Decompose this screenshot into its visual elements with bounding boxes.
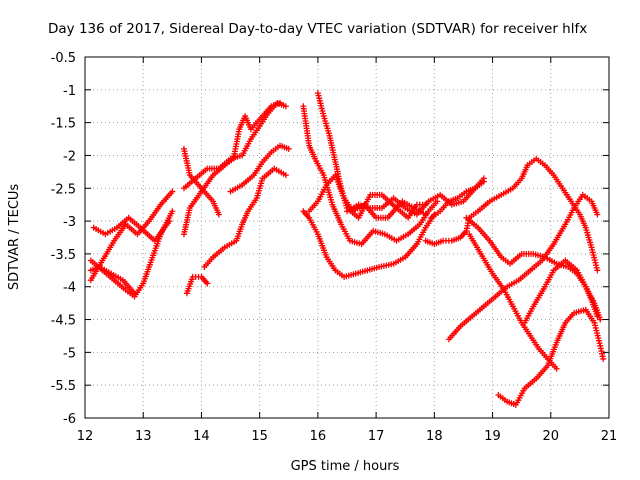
x-tick-label: 14 (193, 429, 210, 444)
x-tick-label: 13 (135, 429, 152, 444)
y-tick-label: -5 (63, 346, 76, 361)
y-tick-label: -0.5 (51, 51, 76, 66)
data-point (282, 103, 289, 110)
series-track-13 (306, 172, 429, 221)
series-track-12 (300, 103, 441, 248)
data-point (204, 280, 211, 287)
x-tick-label: 18 (426, 429, 443, 444)
x-axis-ticks: 12 13 14 15 16 17 18 19 20 21 (77, 57, 618, 444)
x-tick-label: 15 (251, 429, 268, 444)
y-axis-label: SDTVAR / TECUs (7, 184, 22, 291)
data-markers (87, 90, 607, 408)
series-track-22 (521, 257, 601, 326)
data-point (600, 355, 607, 362)
data-point (169, 188, 176, 195)
series-track-18 (463, 214, 604, 323)
plot-frame (84, 56, 610, 419)
series-track-10 (227, 142, 292, 195)
y-tick-label: -1 (63, 84, 76, 99)
y-tick-label: -2.5 (51, 182, 76, 197)
data-point (282, 172, 289, 179)
series-track-3 (90, 214, 173, 244)
series-track-6 (180, 99, 289, 192)
series-track-11 (300, 208, 438, 280)
data-point (597, 316, 604, 323)
y-tick-label: -4.5 (51, 314, 76, 329)
data-point (480, 178, 487, 185)
series-track-20 (445, 191, 601, 343)
data-point (277, 99, 284, 106)
y-tick-label: -3.5 (51, 248, 76, 263)
data-point (553, 365, 560, 372)
series-track-4 (87, 264, 138, 297)
y-tick-label: -6 (63, 412, 76, 427)
data-point (166, 218, 173, 225)
series-track-8 (183, 273, 211, 297)
data-point (422, 211, 429, 218)
y-tick-label: -1.5 (51, 117, 76, 132)
series-track-9 (201, 165, 289, 271)
series-track-16 (428, 178, 487, 221)
data-point (169, 208, 176, 215)
data-point (434, 198, 441, 205)
chart-title: Day 136 of 2017, Sidereal Day-to-day VTE… (48, 21, 587, 37)
x-tick-label: 19 (484, 429, 501, 444)
y-tick-label: -5.5 (51, 379, 76, 394)
x-axis-label: GPS time / hours (291, 459, 400, 474)
data-point (594, 211, 601, 218)
series-track-7 (180, 99, 284, 238)
series-track-17 (422, 155, 601, 274)
y-axis-ticks: -0.5 -1 -1.5 -2 -2.5 -3 -3.5 -4 -4.5 -5 -5.5 -6 (51, 51, 609, 427)
x-tick-label: 12 (77, 429, 94, 444)
data-point (285, 145, 292, 152)
y-tick-label: -3 (63, 215, 76, 230)
y-tick-label: -4 (63, 281, 76, 296)
x-tick-label: 17 (368, 429, 385, 444)
series-track-21 (495, 306, 607, 408)
x-tick-label: 20 (543, 429, 560, 444)
data-point (594, 267, 601, 274)
series-track-2 (87, 208, 176, 300)
data-point (594, 313, 601, 320)
x-tick-label: 16 (310, 429, 327, 444)
y-tick-label: -2 (63, 149, 76, 164)
data-point (215, 211, 222, 218)
series-track-15 (344, 175, 487, 218)
x-tick-label: 21 (601, 429, 618, 444)
data-point (131, 290, 138, 297)
